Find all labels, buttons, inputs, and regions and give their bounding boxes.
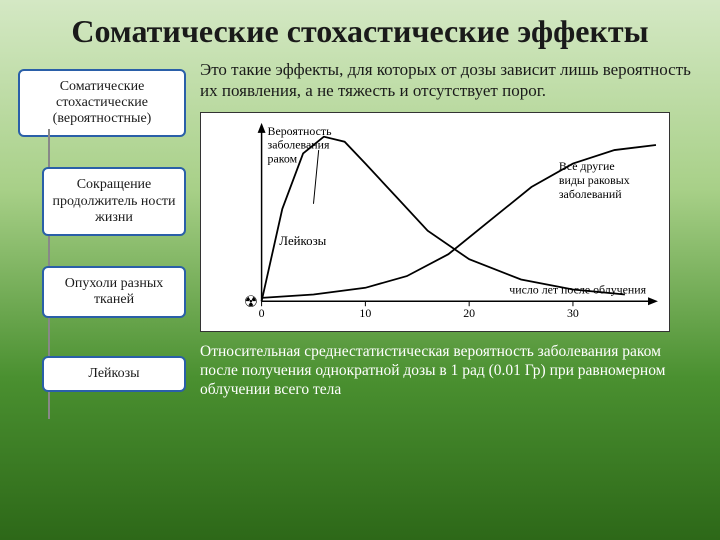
sidebar: Соматические стохастические (вероятностн… xyxy=(18,57,186,400)
description-text: Это такие эффекты, для которых от дозы з… xyxy=(200,59,702,102)
svg-text:раком: раком xyxy=(268,151,298,165)
content-area: Соматические стохастические (вероятностн… xyxy=(0,57,720,400)
main-column: Это такие эффекты, для которых от дозы з… xyxy=(200,57,702,400)
probability-chart: 0 10 20 30 Вероятностьзаболеванияраком Лейкоз… xyxy=(200,112,670,332)
svg-text:виды раковых: виды раковых xyxy=(559,173,630,187)
svg-text:заболеваний: заболеваний xyxy=(559,187,622,201)
svg-text:Вероятность: Вероятность xyxy=(268,123,333,137)
svg-text:20: 20 xyxy=(463,306,475,320)
caption-text: Относительная среднестатистическая вероя… xyxy=(200,342,702,400)
sidebar-head-box: Соматические стохастические (вероятностн… xyxy=(18,69,186,137)
sidebar-item-box: Опухоли разных тканей xyxy=(42,266,186,318)
sidebar-item-box: Лейкозы xyxy=(42,356,186,392)
svg-text:☢: ☢ xyxy=(244,294,258,311)
svg-text:Все другие: Все другие xyxy=(559,159,615,173)
svg-text:число лет после облучения: число лет после облучения xyxy=(509,282,646,296)
svg-text:30: 30 xyxy=(567,306,579,320)
svg-text:Лейкозы: Лейкозы xyxy=(279,234,326,248)
sidebar-item-box: Сокращение продолжитель ности жизни xyxy=(42,167,186,235)
svg-text:0: 0 xyxy=(259,306,265,320)
svg-text:10: 10 xyxy=(359,306,371,320)
page-title: Соматические стохастические эффекты xyxy=(0,0,720,57)
chart-svg: 0 10 20 30 Вероятностьзаболеванияраком Лейкоз… xyxy=(201,113,669,331)
svg-text:заболевания: заболевания xyxy=(268,137,330,151)
